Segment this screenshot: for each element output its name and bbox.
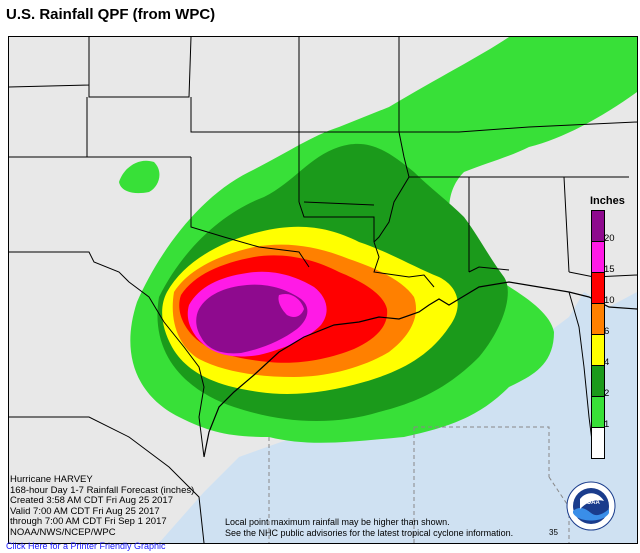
advisory-note: Local point maximum rainfall may be high… — [225, 517, 513, 538]
page-title: U.S. Rainfall QPF (from WPC) — [6, 6, 216, 23]
agency: NOAA/NWS/NCEP/WPC — [10, 526, 116, 538]
created-time: Created 3:58 AM CDT Fri Aug 25 2017 — [10, 495, 173, 507]
state-borders — [9, 37, 637, 288]
legend-label: 15 — [604, 264, 615, 275]
texas-border — [9, 157, 310, 458]
note-line-2: See the NHC public advisories for the la… — [225, 527, 514, 538]
legend-title: Inches — [590, 195, 625, 207]
legend-label: 4 — [604, 357, 610, 368]
gulf-coastline — [203, 281, 637, 458]
rain-patch-ne — [439, 110, 467, 134]
map-canvas — [9, 37, 637, 543]
valid-time: Valid 7:00 AM CDT Fri Aug 25 2017 — [10, 505, 160, 517]
noaa-logo-text: NOAA — [582, 500, 600, 506]
rainfall-map — [8, 36, 638, 544]
legend-label: 6 — [604, 326, 610, 337]
legend-label: 10 — [604, 295, 615, 306]
storm-name: Hurricane HARVEY — [10, 474, 93, 485]
florida-coast — [568, 291, 595, 458]
corner-fragment: 35 — [549, 528, 558, 537]
printer-friendly-link[interactable]: Click Here for a Printer Friendly Graphi… — [6, 541, 166, 551]
through-time: through 7:00 AM CDT Fri Sep 1 2017 — [10, 516, 167, 528]
legend-swatch — [591, 427, 605, 459]
noaa-logo-icon: NOAA — [566, 481, 616, 531]
legend-label: 1 — [604, 419, 610, 430]
forecast-info: Hurricane HARVEY 168-hour Day 1-7 Rainfa… — [10, 474, 195, 539]
forecast-period: 168-hour Day 1-7 Rainfall Forecast (inch… — [10, 484, 195, 496]
mexico-border — [9, 416, 205, 543]
eez-lines — [268, 426, 570, 543]
legend-swatch — [591, 210, 605, 242]
note-line-1: Local point maximum rainfall may be high… — [225, 517, 450, 527]
legend-swatch — [591, 365, 605, 397]
legend-swatch — [591, 396, 605, 428]
rain-band-15in-east — [278, 293, 304, 317]
legend-swatch — [591, 303, 605, 335]
legend-swatch — [591, 334, 605, 366]
legend-swatch — [591, 241, 605, 273]
legend-label: 20 — [604, 233, 615, 244]
rain-patch-nw — [119, 160, 160, 194]
legend-swatch — [591, 272, 605, 304]
legend-label: 2 — [604, 388, 610, 399]
